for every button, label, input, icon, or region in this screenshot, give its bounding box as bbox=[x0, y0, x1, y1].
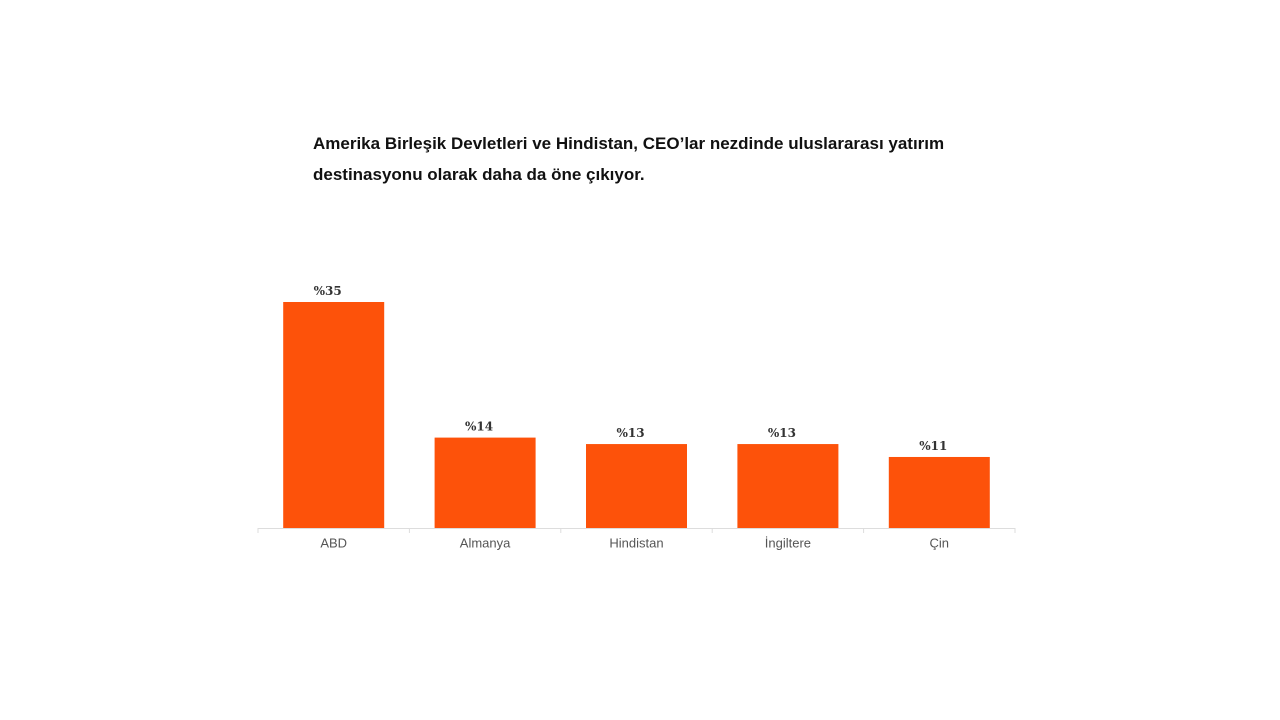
value-label: %13 bbox=[768, 426, 796, 440]
value-label: %13 bbox=[616, 426, 644, 440]
value-label: %11 bbox=[919, 439, 947, 453]
value-label: %35 bbox=[314, 284, 342, 298]
bar bbox=[283, 302, 385, 528]
bar bbox=[434, 437, 536, 528]
bar bbox=[737, 444, 839, 528]
x-tick-label: Çin bbox=[930, 535, 950, 550]
chart-title: Amerika Birleşik Devletleri ve Hindistan… bbox=[313, 134, 945, 184]
x-tick-label: Almanya bbox=[460, 535, 511, 550]
bar bbox=[888, 456, 990, 528]
x-tick-label: ABD bbox=[320, 535, 347, 550]
x-tick-label: İngiltere bbox=[765, 535, 811, 550]
bar bbox=[586, 444, 687, 528]
value-label: %14 bbox=[465, 420, 493, 434]
x-tick-label: Hindistan bbox=[609, 535, 663, 550]
